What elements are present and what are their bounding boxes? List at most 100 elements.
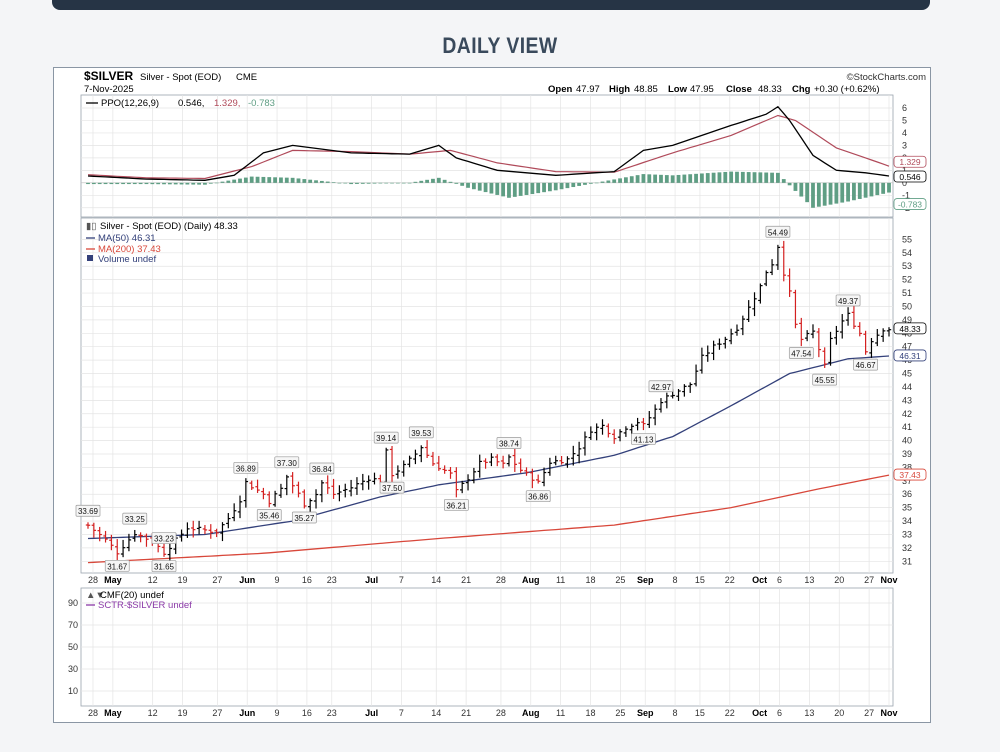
price-y-tick: 32 [902,543,912,553]
price-callout-box [496,437,522,449]
ohlc-bar [237,495,243,519]
ohlc-bar [699,347,705,374]
x-axis-tick-label: 27 [864,575,874,585]
x-axis-tick-label: Sep [637,575,654,585]
ohlc-bar [389,446,395,483]
ppo-histogram-bar [828,182,833,205]
ohlc-bar [845,307,851,326]
price-callout-box [122,512,148,525]
ohlc-bar [764,270,769,287]
ppo-histogram-bar [501,182,506,197]
ppo-histogram-bar [366,182,371,184]
ppo-histogram [86,171,891,208]
ppo-histogram-bar [723,171,728,183]
price-y-axis: 3132333435363738394041424344454647484950… [902,234,912,566]
price-callout-box [291,511,317,524]
ppo-y-tick: 0 [902,178,907,188]
ppo-histogram-bar [770,172,774,183]
x-axis-tick-label: 22 [725,575,735,585]
ohlc-bar [512,448,518,472]
x-axis-tick-label: 9 [275,575,280,585]
ppo-histogram-bar [255,176,260,183]
ppo-histogram-bar [454,182,459,184]
ohlc-bar [360,473,365,491]
ohlc-bar [600,419,605,435]
cmf-tick-70: 70 [68,620,78,630]
price-callout: 39.53 [408,426,434,439]
price-callout-label: 54.49 [768,228,789,237]
price-callout-label: 38.74 [499,439,520,448]
high-label: High [609,84,630,95]
ohlc-bar [635,417,640,431]
price-y-tick: 50 [902,301,912,311]
low-value: 47.95 [690,84,714,95]
x-axis-tick-label: 21 [461,575,471,585]
ppo-line [87,105,890,181]
ohlc-bar [348,479,354,497]
ppo-histogram-bar [267,177,272,183]
x-axis-tick-label: 25 [615,575,625,585]
ohlc-bar [758,283,763,304]
price-callout-label: 33.23 [154,535,175,544]
price-callout-label: 31.67 [107,562,128,571]
ppo-histogram-bar [284,177,289,183]
ohlc-bar [419,445,424,463]
ohlc-bar [816,328,822,358]
close-label: Close [726,84,752,95]
price-callout-box [151,532,177,544]
ppo-histogram-bar [127,182,131,185]
ppo-histogram-bar [395,182,400,184]
ohlc-bar [489,453,494,467]
ohlc-bar [682,384,687,397]
x-axis-tick-label: 16 [302,575,312,585]
stockchart-svg: $SILVER Silver - Spot (EOD) CME ©StockCh… [68,69,927,718]
price-callout: 36.86 [525,490,551,503]
ppo-histogram-bar [243,177,248,183]
x-axis-tick-label: 20 [834,708,844,718]
x-axis-tick-label: 23 [327,575,337,585]
ohlc-bar [582,431,588,456]
price-callout-box [525,490,551,503]
ohlc-bar [746,300,751,323]
ppo-y-tick: 4 [902,128,907,138]
ohlc-bar [535,474,541,484]
ohlc-bar [752,292,757,317]
ppo-histogram-bar [483,182,488,193]
x-axis-tick-label: 28 [88,708,98,718]
ppo-right-label: -0.783 [893,198,927,210]
ohlc-bar [430,451,436,467]
ppo-histogram-bar [436,177,441,183]
x-axis-tick-label: 11 [556,575,565,585]
ohlc-bar [629,423,634,435]
ppo-legend-value1: 0.546, [178,98,204,109]
ohlc-bar [769,259,775,276]
price-callout-box [443,499,469,511]
ppo-histogram-bar [220,181,225,183]
x-axis-tick-label: 27 [212,575,222,585]
cmf-tick-90: 90 [68,598,78,608]
x-axis-tick-label: 27 [864,708,874,718]
price-legend-icon: ▮▯ [86,221,96,232]
ppo-histogram-bar [97,182,102,185]
price-right-label: 48.33 [893,322,927,335]
x-axis-tick-label: May [104,708,122,718]
price-y-tick: 42 [902,409,912,419]
x-axis-tick-label: 15 [695,575,705,585]
ppo-histogram-bar [226,180,231,183]
price-callout: 37.50 [379,481,405,494]
ppo-histogram-bar [214,182,219,184]
ppo-histogram-bar [875,182,880,196]
ppo-right-label-text: -0.783 [898,200,922,210]
ohlc-bar [91,522,97,538]
ohlc-bar [869,337,874,358]
x-axis-tick-label: 13 [804,708,814,718]
ohlc-bar [290,472,295,494]
ppo-histogram-bar [588,182,593,184]
ppo-histogram-bar [477,182,482,191]
ohlc-bar [886,327,892,337]
ohlc-bar [413,449,418,465]
ohlc-bar [395,465,401,479]
price-grid [81,218,893,573]
ppo-histogram-bar [167,182,172,185]
